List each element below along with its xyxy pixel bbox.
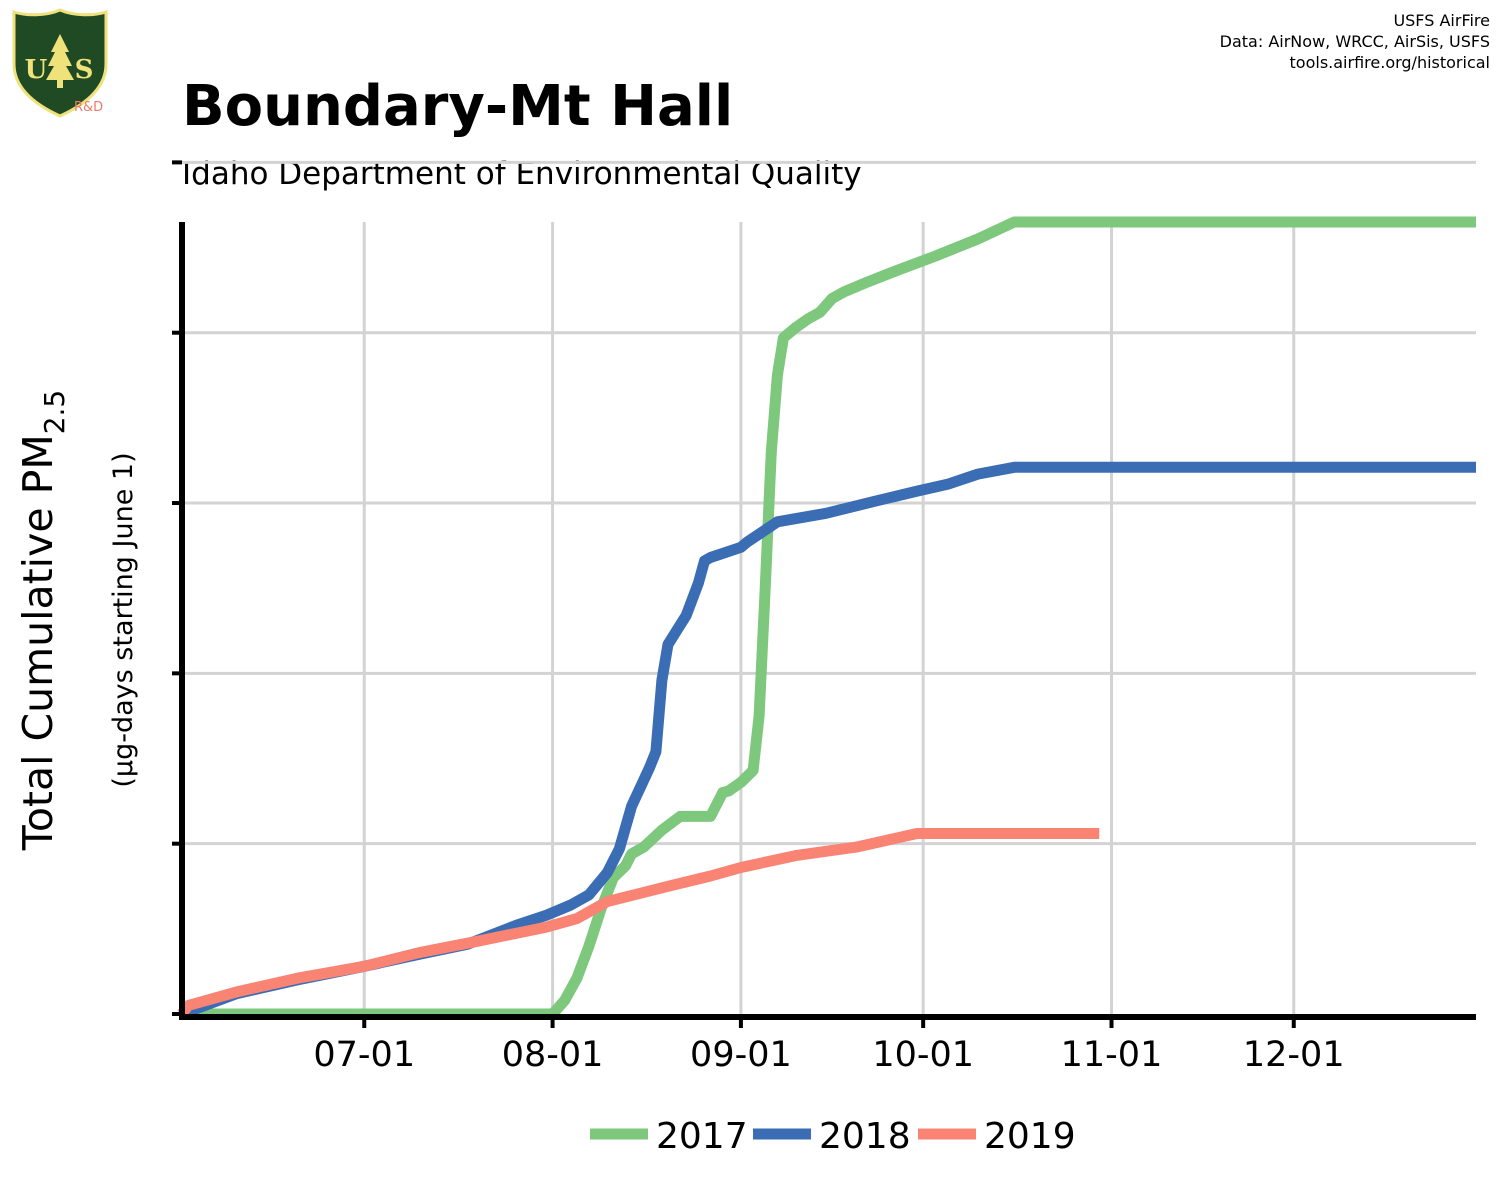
- x-tick-label: 11-01: [1061, 1035, 1163, 1075]
- series-line-2019: [177, 828, 1100, 1018]
- series-line-2018: [180, 461, 1476, 1020]
- x-tick-label: 09-01: [690, 1035, 792, 1075]
- chart-title: Boundary-Mt Hall: [182, 74, 734, 139]
- axes: [179, 222, 1476, 1020]
- y-axis-label: Total Cumulative PM2.5: [14, 390, 71, 851]
- tree-icon: [46, 34, 74, 80]
- x-tick-label: 12-01: [1243, 1035, 1345, 1075]
- legend-label-2017: 2017: [656, 1116, 748, 1157]
- series-lines: [177, 216, 1476, 1020]
- logo-letter-s: S: [75, 55, 94, 85]
- y-axis-units: (µg-days starting June 1): [108, 452, 139, 787]
- legend-label-2019: 2019: [984, 1116, 1076, 1157]
- grid-lines: [182, 160, 1476, 1014]
- legend-label-2018: 2018: [819, 1116, 911, 1157]
- usfs-logo: U S R&D: [8, 8, 112, 120]
- credits: USFS AirFire Data: AirNow, WRCC, AirSis,…: [1220, 10, 1490, 73]
- credit-line-3: tools.airfire.org/historical: [1289, 53, 1490, 72]
- credit-line-2: Data: AirNow, WRCC, AirSis, USFS: [1219, 32, 1490, 51]
- legend: 2017 2018 2019: [590, 1116, 1076, 1157]
- series-line-2017: [182, 216, 1476, 1020]
- credit-line-1: USFS AirFire: [1393, 11, 1490, 30]
- axis-ticks: 07-01 08-01 09-01 10-01 11-01 12-01: [172, 160, 1345, 1075]
- x-tick-label: 10-01: [872, 1035, 974, 1075]
- logo-tag: R&D: [74, 100, 104, 115]
- x-tick-label: 07-01: [313, 1035, 415, 1075]
- x-tick-label: 08-01: [502, 1035, 604, 1075]
- logo-letter-u: U: [25, 55, 48, 85]
